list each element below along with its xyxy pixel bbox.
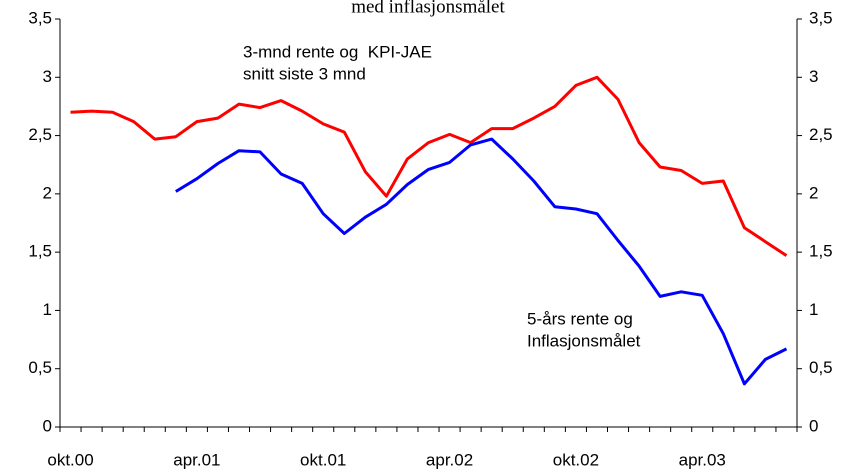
y-tick-label: 0 [43, 416, 52, 435]
y-tick-label: 0,5 [28, 358, 52, 377]
chart-title: med inflasjonsmålet [351, 0, 505, 17]
y-tick-label: 2 [43, 183, 52, 202]
x-tick-label: apr.01 [173, 450, 220, 469]
series-label: 5-års rente og [527, 309, 633, 328]
x-tick-label: okt.02 [553, 450, 599, 469]
series-label: Inflasjonsmålet [527, 331, 641, 350]
y2-tick-label: 1 [809, 300, 818, 319]
y2-tick-label: 3 [809, 67, 818, 86]
y2-tick-label: 0 [809, 416, 818, 435]
y-tick-label: 1,5 [28, 242, 52, 261]
x-tick-label: okt.00 [47, 450, 93, 469]
series-line [70, 75, 788, 257]
y2-tick-label: 3,5 [809, 8, 833, 27]
y2-tick-label: 0,5 [809, 358, 833, 377]
y-tick-label: 2,5 [28, 125, 52, 144]
y2-tick-label: 2,5 [809, 125, 833, 144]
x-tick-label: okt.01 [300, 450, 346, 469]
x-tick-label: apr.02 [426, 450, 473, 469]
series-label: 3-mnd rente og KPI-JAE [243, 42, 432, 61]
y2-tick-label: 1,5 [809, 242, 833, 261]
x-tick-label: apr.03 [679, 450, 726, 469]
y-tick-label: 3 [43, 67, 52, 86]
series-line [175, 137, 788, 386]
y2-tick-label: 2 [809, 183, 818, 202]
series-label: snitt siste 3 mnd [243, 64, 366, 83]
y-tick-label: 3,5 [28, 8, 52, 27]
y-tick-label: 1 [43, 300, 52, 319]
